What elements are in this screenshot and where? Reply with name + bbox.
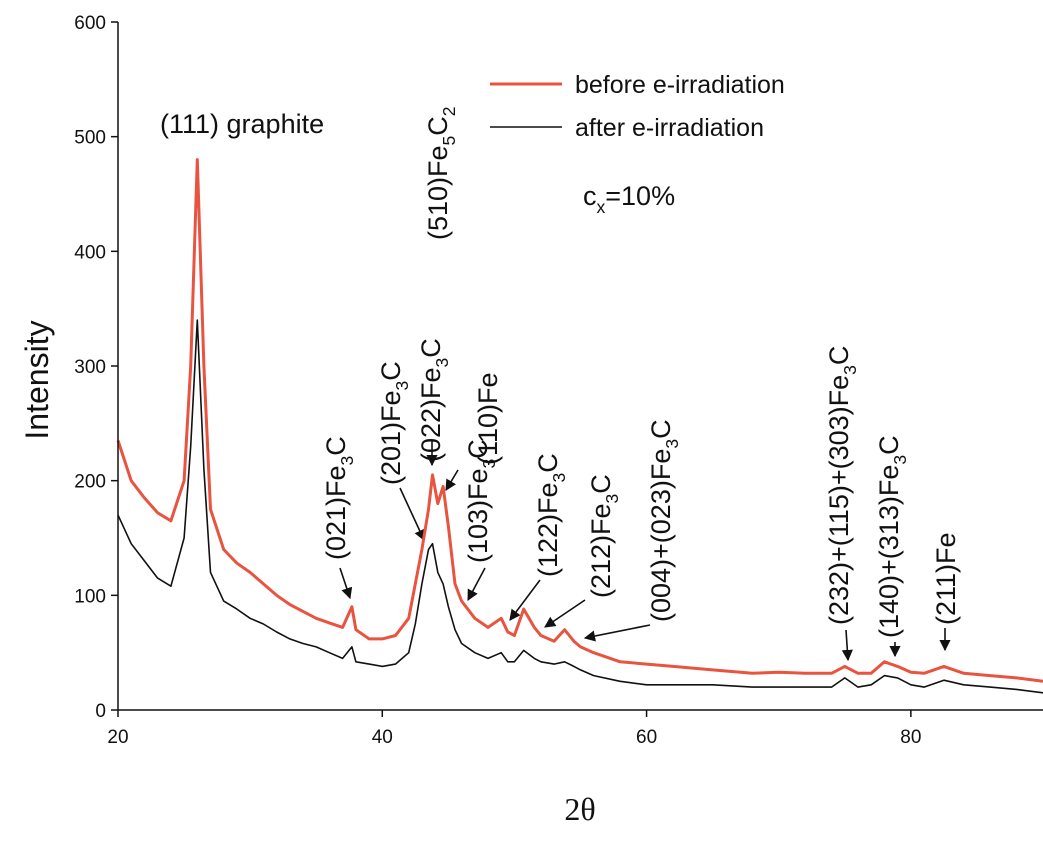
- arrows: [339, 440, 951, 662]
- y-tick-label: 500: [74, 128, 106, 149]
- y-tick-label: 0: [95, 701, 106, 722]
- x-tick-label: 40: [372, 727, 393, 748]
- subscript: 3: [890, 455, 910, 465]
- arrow: [339, 567, 353, 600]
- annotation: (111) graphite: [160, 109, 324, 139]
- annotation-text: C: [586, 474, 616, 494]
- series-line: [116, 158, 1043, 683]
- arrow: [841, 629, 853, 662]
- x-tick-label: 60: [636, 727, 657, 748]
- subscript: 3: [840, 365, 860, 375]
- legend-label: before e-irradiation: [575, 71, 785, 99]
- annotation: (232)+(115)+(303)Fe3C: [824, 346, 860, 625]
- subscript: x: [597, 197, 606, 217]
- y-axis-label: Intensity: [19, 320, 55, 439]
- y-tick-label: 100: [74, 586, 106, 607]
- subscript: 3: [337, 456, 357, 466]
- annotation: (021)Fe3C: [321, 436, 357, 560]
- arrow: [467, 567, 486, 601]
- annotation: cx=10%: [583, 181, 675, 217]
- annotation-text: (212)Fe: [586, 503, 616, 598]
- annotation-text: (211)Fe: [931, 532, 961, 625]
- x-axis-label: 2θ: [564, 791, 595, 827]
- subscript: 3: [432, 358, 452, 368]
- arrow: [583, 624, 651, 642]
- arrow: [399, 487, 425, 542]
- annotation: (110)Fe: [473, 372, 503, 465]
- subscript: 3: [479, 459, 499, 469]
- y-tick-label: 600: [74, 13, 106, 34]
- annotation-text: (111) graphite: [160, 109, 324, 139]
- annotation: (211)Fe: [931, 532, 961, 625]
- series-line: [117, 319, 1043, 694]
- annotation-text: (510)Fe: [423, 145, 453, 240]
- annotation: (510)Fe5C2: [423, 106, 459, 240]
- annotation-text: (004)+(023)Fe: [646, 449, 676, 622]
- annotation-text: (122)Fe: [533, 482, 563, 577]
- annotation-text: (021)Fe: [321, 465, 351, 560]
- annotation: (212)Fe3C: [586, 474, 622, 598]
- subscript: 3: [662, 439, 682, 449]
- subscript: 3: [549, 473, 569, 483]
- annotation-text: C: [874, 435, 904, 455]
- annotation: (103)Fe3C: [463, 439, 499, 563]
- arrow: [544, 599, 586, 628]
- annotation-text: (232)+(115)+(303)Fe: [824, 375, 854, 625]
- x-tick-label: 20: [107, 727, 128, 748]
- annotation-text: (022)Fe: [416, 367, 446, 462]
- annotation-text: C: [321, 436, 351, 456]
- annotation-text: C: [463, 439, 493, 459]
- annotation-text: C: [423, 116, 453, 136]
- annotation-text: =10%: [605, 181, 675, 211]
- arrow: [509, 579, 541, 621]
- legend-label: after e-irradiation: [575, 114, 764, 142]
- annotation: (140)+(313)Fe3C: [874, 435, 910, 638]
- annotation-text: C: [533, 453, 563, 473]
- subscript: 3: [392, 381, 412, 391]
- annotation-text: c: [583, 181, 597, 211]
- annotation: (122)Fe3C: [533, 453, 569, 577]
- annotation-text: (110)Fe: [473, 372, 503, 465]
- subscript: 5: [439, 135, 459, 145]
- annotation: (201)Fe3C: [376, 361, 412, 485]
- x-tick-label: 80: [900, 727, 921, 748]
- annotation: (004)+(023)Fe3C: [646, 419, 682, 622]
- annotation-text: C: [376, 361, 406, 381]
- annotation-text: (201)Fe: [376, 390, 406, 485]
- y-tick-label: 200: [74, 472, 106, 493]
- annotation-text: C: [646, 419, 676, 439]
- annotation-text: (103)Fe: [463, 468, 493, 563]
- y-tick-label: 300: [74, 357, 106, 378]
- annotation: (022)Fe3C: [416, 338, 452, 462]
- subscript: 3: [602, 494, 622, 504]
- arrow: [445, 469, 459, 491]
- annotation-text: C: [824, 346, 854, 366]
- subscript: 2: [439, 106, 459, 116]
- annotation-text: C: [416, 338, 446, 358]
- annotation-text: (140)+(313)Fe: [874, 465, 904, 638]
- y-tick-label: 400: [74, 242, 106, 263]
